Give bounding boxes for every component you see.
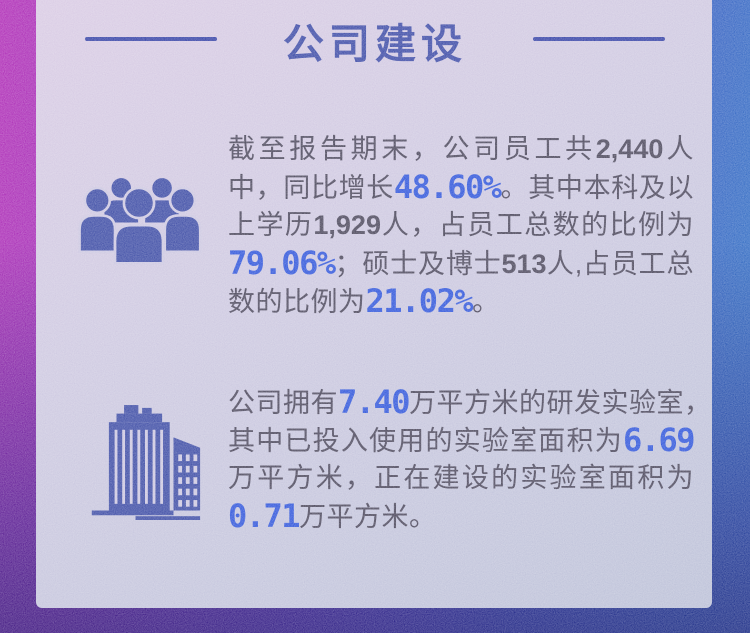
employee-stats-text: 截至报告期末，公司员工共2,440人 中，同比增长48.60%。其中本科及以 上学历… bbox=[228, 130, 694, 320]
highlight-number: 48.60% bbox=[393, 168, 502, 206]
text-line: 上学历1,929人，占员工总数的比例为 bbox=[228, 206, 694, 244]
body-text: 截至报告期末，公司员工共 bbox=[228, 134, 596, 164]
people-group-icon bbox=[76, 167, 202, 276]
body-text: 公司拥有 bbox=[228, 388, 338, 418]
text-line: 万平方米，正在建设的实验室面积为 bbox=[228, 459, 694, 497]
highlight-number: 21.02% bbox=[365, 282, 474, 320]
bold-number: 2,440 bbox=[595, 134, 664, 164]
text-line: 79.06%；硕士及博士513人,占员工总 bbox=[228, 244, 694, 282]
highlight-number: 79.06% bbox=[228, 244, 336, 282]
lab-area-text: 公司拥有7.40万平方米的研发实验室， 其中已投入使用的实验室面积为6.69 万平方… bbox=[228, 383, 711, 535]
body-text: 万平方米。 bbox=[299, 502, 437, 532]
text-line: 0.71万平方米。 bbox=[228, 497, 694, 535]
body-text: 其中已投入使用的实验室面积为 bbox=[228, 426, 623, 456]
bold-number: 1,929 bbox=[313, 210, 381, 240]
body-text: 人，占员工总数的比例为 bbox=[380, 210, 695, 240]
text-line: 公司拥有7.40万平方米的研发实验室， bbox=[228, 383, 711, 421]
text-line: 数的比例为21.02%。 bbox=[228, 282, 694, 320]
body-text: 人,占员工总 bbox=[546, 249, 694, 279]
body-text: 。 bbox=[472, 287, 500, 317]
body-text: 数的比例为 bbox=[228, 287, 366, 317]
bold-number: 513 bbox=[501, 249, 547, 279]
body-text: 。其中本科及以 bbox=[500, 173, 695, 203]
body-text: 万平方米的研发实验室， bbox=[409, 388, 712, 418]
body-text: ；硕士及博士 bbox=[334, 249, 502, 279]
body-text: 人 bbox=[663, 134, 695, 164]
body-text: 上学历 bbox=[228, 210, 314, 240]
text-line: 截至报告期末，公司员工共2,440人 bbox=[228, 130, 694, 168]
body-text: 万平方米，正在建设的实验室面积为 bbox=[228, 463, 694, 493]
highlight-number: 6.69 bbox=[622, 421, 696, 459]
body-text: 中，同比增长 bbox=[228, 173, 394, 203]
buildings-icon bbox=[88, 403, 202, 528]
highlight-number: 7.40 bbox=[338, 383, 411, 421]
text-line: 其中已投入使用的实验室面积为6.69 bbox=[228, 421, 696, 459]
highlight-number: 0.71 bbox=[228, 497, 301, 535]
text-line: 中，同比增长48.60%。其中本科及以 bbox=[228, 168, 694, 206]
page-title: 公司建设 bbox=[283, 21, 467, 67]
